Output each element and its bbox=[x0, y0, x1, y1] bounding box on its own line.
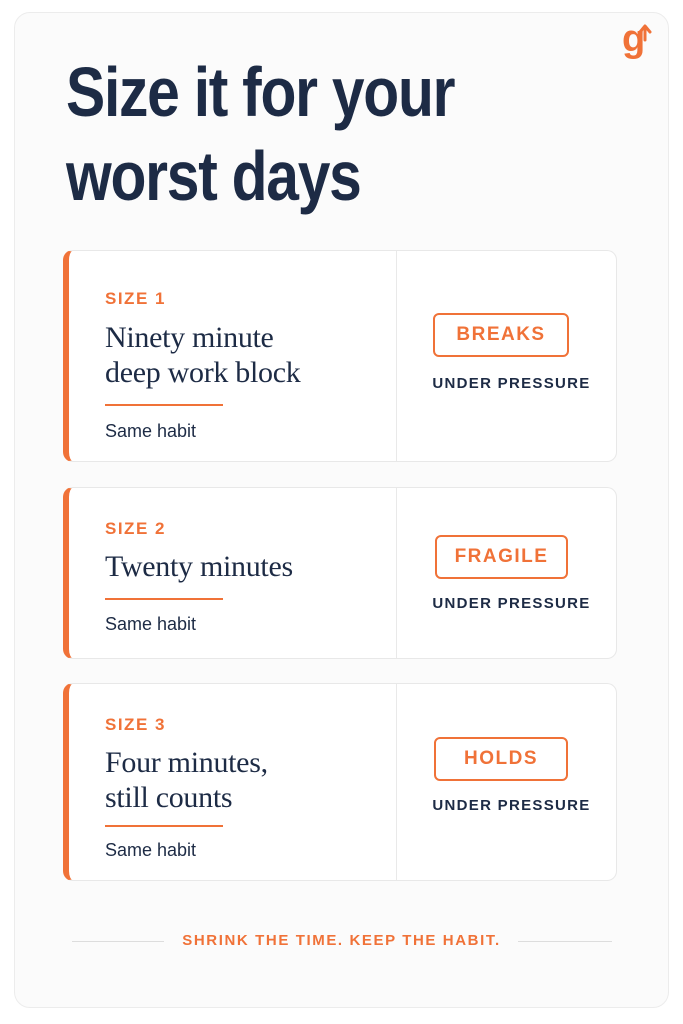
title-line-2: worst days bbox=[66, 137, 362, 215]
arrow-up-icon bbox=[638, 24, 652, 42]
page-title: Size it for your worst days bbox=[66, 50, 536, 218]
card-heading: Four minutes, still counts bbox=[105, 745, 385, 815]
card-heading-line-1: Four minutes, bbox=[105, 746, 268, 779]
size-label: SIZE 3 bbox=[105, 715, 166, 734]
status-badge: BREAKS bbox=[433, 313, 569, 357]
size-label: SIZE 1 bbox=[105, 289, 166, 308]
footer-rule-left bbox=[72, 941, 164, 942]
footer-tagline: SHRINK THE TIME. KEEP THE HABIT. bbox=[182, 932, 501, 949]
card-subtext: Same habit bbox=[105, 614, 197, 634]
card-heading: Ninety minute deep work block bbox=[105, 320, 385, 390]
accent-underline bbox=[105, 404, 223, 406]
card-heading-line-2: deep work block bbox=[105, 356, 301, 389]
card-heading-line-2: still counts bbox=[105, 781, 233, 814]
footer-rule-right bbox=[518, 941, 612, 942]
card-divider bbox=[396, 684, 397, 880]
badge-caption: UNDER PRESSURE bbox=[432, 375, 591, 392]
card-heading: Twenty minutes bbox=[105, 549, 385, 584]
accent-underline bbox=[105, 598, 223, 600]
size-card-1: SIZE 1 Ninety minute deep work block Sam… bbox=[63, 250, 617, 462]
card-heading-line-1: Twenty minutes bbox=[105, 550, 293, 583]
badge-caption: UNDER PRESSURE bbox=[432, 797, 591, 814]
card-subtext: Same habit bbox=[105, 840, 197, 860]
title-line-1: Size it for your bbox=[66, 53, 455, 131]
card-divider bbox=[396, 251, 397, 461]
logo-letter: g bbox=[622, 18, 646, 60]
card-divider bbox=[396, 488, 397, 658]
size-card-3: SIZE 3 Four minutes, still counts Same h… bbox=[63, 683, 617, 881]
badge-caption: UNDER PRESSURE bbox=[432, 595, 591, 612]
card-heading-line-1: Ninety minute bbox=[105, 321, 274, 354]
card-subtext: Same habit bbox=[105, 421, 197, 441]
status-badge: FRAGILE bbox=[435, 535, 568, 579]
status-badge: HOLDS bbox=[434, 737, 568, 781]
brand-logo: g bbox=[622, 20, 656, 72]
size-label: SIZE 2 bbox=[105, 519, 166, 538]
accent-underline bbox=[105, 825, 223, 827]
size-card-2: SIZE 2 Twenty minutes Same habit FRAGILE… bbox=[63, 487, 617, 659]
